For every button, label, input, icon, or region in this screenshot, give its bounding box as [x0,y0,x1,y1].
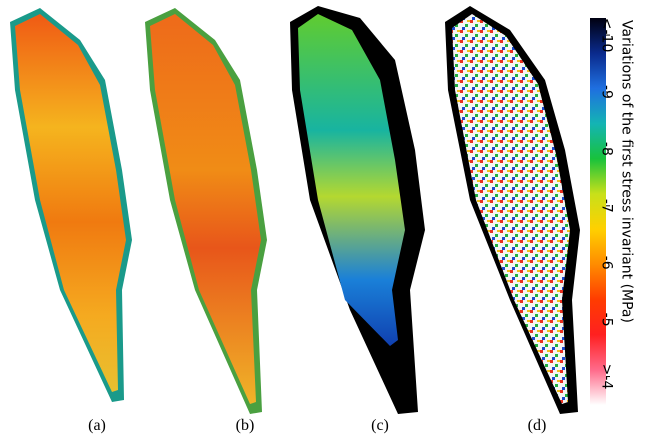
colorbar-tick-label: -6 [598,256,614,270]
colorbar-title: Variations of the first stress invariant… [618,20,634,323]
colorbar-tick-label: -9 [598,85,614,99]
colorbar-tick-label: -7 [598,199,614,213]
panel-a-image [10,8,132,402]
colorbar [590,18,606,405]
colorbar-tick-label: -5 [598,313,614,327]
panel-label: (d) [528,417,547,434]
colorbar-tick-label: <-10 [598,18,614,53]
colorbar-tick-label: -8 [598,142,614,156]
panel-label: (b) [236,417,255,434]
colorbar-tick-label: >-4 [598,364,614,390]
panel-c-image [290,6,425,414]
panel-d-image [445,6,580,414]
panel-label: (c) [371,417,389,434]
panel-label: (a) [88,417,106,434]
panel-b-image [145,8,267,414]
